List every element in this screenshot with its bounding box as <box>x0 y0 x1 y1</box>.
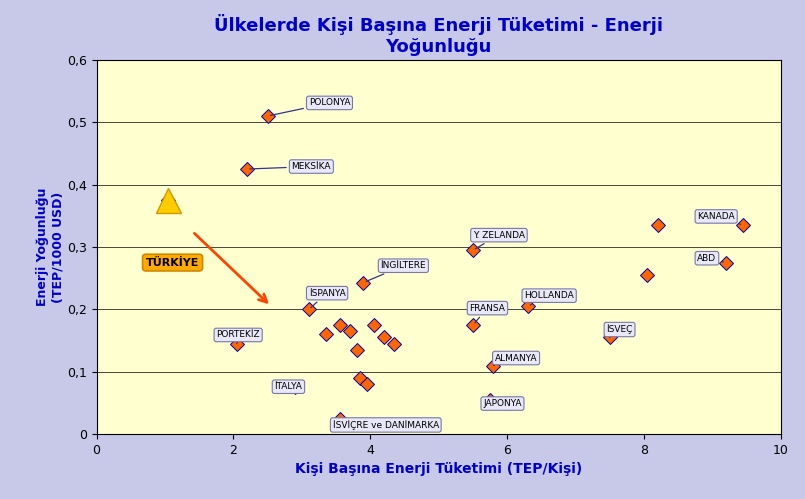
Text: İSVİÇRE ve DANİMARKA: İSVİÇRE ve DANİMARKA <box>332 419 439 430</box>
Text: ALMANYA: ALMANYA <box>493 353 537 365</box>
Text: İSPANYA: İSPANYA <box>309 288 345 307</box>
X-axis label: Kişi Başına Enerji Tüketimi (TEP/Kişi): Kişi Başına Enerji Tüketimi (TEP/Kişi) <box>295 463 582 477</box>
Text: İNGİLTERE: İNGİLTERE <box>366 261 426 281</box>
Text: İSVEÇ: İSVEÇ <box>606 324 633 337</box>
Text: Y. ZELANDA: Y. ZELANDA <box>473 231 525 249</box>
Text: MEKSİKA: MEKSİKA <box>250 162 331 171</box>
Text: PORTEKİZ: PORTEKİZ <box>217 330 260 344</box>
Text: İTALYA: İTALYA <box>275 382 303 391</box>
Text: TÜRKİYE: TÜRKİYE <box>146 257 200 267</box>
Title: Ülkelerde Kişi Başına Enerji Tüketimi - Enerji
Yoğunluğu: Ülkelerde Kişi Başına Enerji Tüketimi - … <box>214 14 663 55</box>
Text: POLONYA: POLONYA <box>270 98 350 115</box>
Text: HOLLANDA: HOLLANDA <box>524 291 574 305</box>
Text: KANADA: KANADA <box>697 212 741 225</box>
Text: JAPONYA: JAPONYA <box>483 399 522 408</box>
Text: FRANSA: FRANSA <box>469 303 506 323</box>
Text: ABD: ABD <box>697 253 724 263</box>
Y-axis label: Enerji Yoğunluğu
(TEP/1000 USD): Enerji Yoğunluğu (TEP/1000 USD) <box>36 188 64 306</box>
